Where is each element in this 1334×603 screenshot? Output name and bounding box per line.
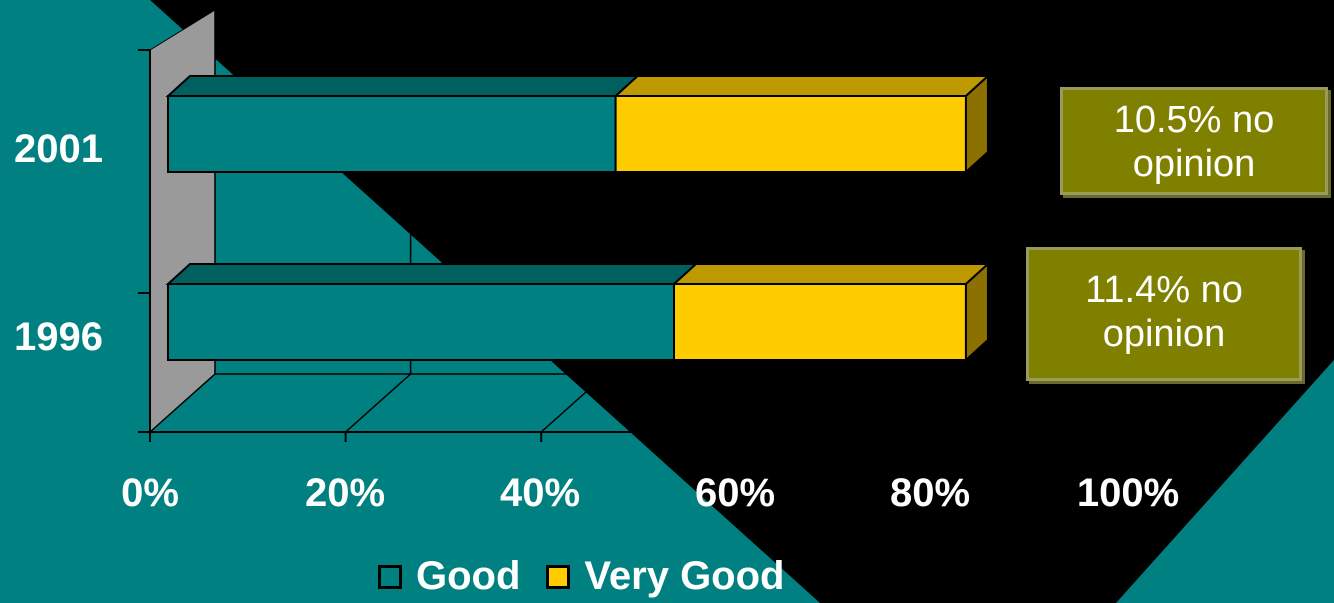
- annotation-text-line: 10.5% no: [1113, 99, 1275, 141]
- floor-gridline: [149, 373, 216, 433]
- bar-2001-very-good-side: [964, 73, 989, 175]
- x-tick-label: 0%: [121, 471, 179, 515]
- bars: [165, 73, 991, 363]
- bar-2001-very-good-top: [613, 75, 991, 97]
- bar-1996-good: [167, 283, 676, 361]
- category-label-2001: 2001: [14, 127, 103, 171]
- x-tick-labels: 0% 20% 40% 60% 80% 100%: [121, 471, 1179, 515]
- annotation-box-2001: 10.5% no opinion: [1060, 87, 1328, 195]
- legend-item-very-good: Very Good: [546, 554, 784, 599]
- category-labels: 2001 1996: [14, 127, 103, 359]
- category-label-1996: 1996: [14, 315, 103, 359]
- x-tick-label: 80%: [890, 471, 970, 515]
- side-wall: [149, 9, 216, 434]
- floor-gridline: [345, 373, 412, 433]
- floor-gridline: [736, 373, 803, 433]
- annotation-text-line: opinion: [1132, 143, 1256, 185]
- floor-gridline: [931, 373, 998, 433]
- annotation-box-1996: 11.4% no opinion: [1026, 247, 1302, 381]
- bar-1996-very-good-top: [671, 263, 991, 285]
- floor-gridline: [1127, 373, 1194, 433]
- legend-label-good: Good: [416, 554, 521, 598]
- chart-walls: [149, 9, 216, 434]
- floor-gridline: [540, 373, 607, 433]
- x-tick-label: 40%: [500, 471, 580, 515]
- annotation-text-line: opinion: [1102, 313, 1226, 355]
- x-tick-label: 20%: [305, 471, 385, 515]
- bar-2001-good-top: [165, 75, 641, 97]
- bar-1996-very-good-side: [964, 261, 989, 363]
- legend-item-good: Good: [378, 554, 520, 599]
- bar-2001-very-good: [614, 95, 967, 173]
- x-tick-label: 100%: [1077, 471, 1179, 515]
- legend-label-very-good: Very Good: [584, 554, 785, 598]
- x-axis: [138, 49, 1129, 442]
- annotation-text-line: 11.4% no: [1085, 269, 1243, 311]
- bar-1996-good-top: [165, 263, 699, 285]
- legend-swatch-good: [378, 564, 402, 589]
- x-tick-label: 60%: [695, 471, 775, 515]
- legend-swatch-very-good: [546, 564, 571, 589]
- bar-2001-good: [167, 95, 617, 173]
- bar-1996-very-good: [673, 283, 967, 361]
- legend: Good Very Good: [378, 554, 810, 599]
